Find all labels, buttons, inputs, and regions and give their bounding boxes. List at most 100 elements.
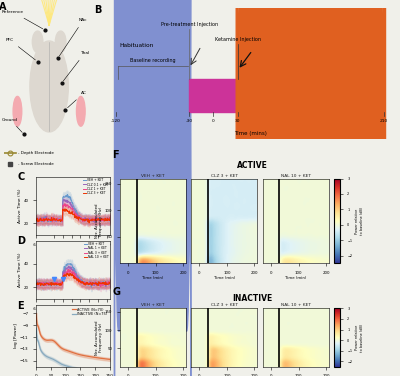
- INACTIVE (N=75): [34, 327, 38, 331]
- NAL 10 + KET: [108, 281, 112, 285]
- Text: INACTIVE: INACTIVE: [232, 294, 272, 303]
- NAL 1 + KET: [105, 280, 110, 284]
- Legend: VEH + KET, CLZ 0.1 + KET, CLZ 1 + KET, CLZ 3 + KET: VEH + KET, CLZ 0.1 + KET, CLZ 1 + KET, C…: [83, 178, 108, 195]
- CLZ 0.1 + KET: [108, 217, 112, 221]
- VEH + KET: [34, 218, 38, 222]
- NAL 10 + KET: [34, 283, 38, 287]
- CLZ 3 + KET: [47, 217, 52, 222]
- CLZ 3 + KET: [87, 221, 92, 225]
- VEH + KET: [108, 217, 112, 222]
- Line: CLZ 3 + KET: CLZ 3 + KET: [36, 209, 110, 223]
- VEH + KET: [102, 217, 107, 221]
- VEH + KET: [108, 280, 112, 285]
- Ellipse shape: [30, 41, 68, 132]
- Text: Habituation: Habituation: [119, 43, 154, 48]
- Title: NAL 10 + KET: NAL 10 + KET: [281, 303, 311, 307]
- NAL 10 + KET: [102, 281, 107, 286]
- Text: Baseline recording: Baseline recording: [130, 58, 176, 64]
- Text: Pre-treatment Injection: Pre-treatment Injection: [160, 22, 218, 27]
- NAL 3 + KET: [34, 282, 38, 287]
- NAL 1 + KET: [36, 280, 41, 285]
- NAL 3 + KET: [47, 281, 52, 286]
- ACTIVE (N=70): [34, 312, 38, 316]
- ACTIVE (N=70): [47, 338, 52, 343]
- INACTIVE (N=75): [53, 358, 58, 362]
- Y-axis label: Nrz. Accumulated
Frequency (Hz): Nrz. Accumulated Frequency (Hz): [95, 204, 104, 238]
- FancyBboxPatch shape: [236, 0, 386, 376]
- VEH + KET: [34, 282, 38, 287]
- Text: D: D: [18, 236, 26, 246]
- Title: VEH + KET: VEH + KET: [141, 173, 165, 177]
- Line: CLZ 1 + KET: CLZ 1 + KET: [36, 204, 110, 222]
- Text: C: C: [18, 172, 25, 182]
- VEH + KET: [102, 282, 107, 287]
- Text: - Screw Electrode: - Screw Electrode: [18, 162, 54, 166]
- X-axis label: Time (min): Time (min): [61, 312, 85, 316]
- NAL 10 + KET: [64, 271, 69, 276]
- Text: Ground: Ground: [2, 118, 22, 132]
- Line: INACTIVE (N=75): INACTIVE (N=75): [36, 329, 110, 374]
- FancyBboxPatch shape: [114, 0, 191, 376]
- Text: E: E: [18, 302, 24, 311]
- VEH + KET: [36, 217, 41, 221]
- CLZ 1 + KET: [54, 217, 58, 221]
- Y-axis label: Active Time (%): Active Time (%): [18, 253, 22, 287]
- VEH + KET: [48, 218, 52, 223]
- NAL 1 + KET: [108, 280, 112, 285]
- VEH + KET: [47, 283, 52, 287]
- Legend: ACTIVE (N=70), INACTIVE (N=75): ACTIVE (N=70), INACTIVE (N=75): [70, 306, 108, 318]
- CLZ 1 + KET: [105, 217, 110, 221]
- CLZ 3 + KET: [36, 219, 41, 224]
- Line: VEH + KET: VEH + KET: [36, 194, 110, 222]
- X-axis label: Time (min): Time (min): [142, 276, 164, 280]
- Y-axis label: Power relative
to baseline (dB): Power relative to baseline (dB): [355, 207, 364, 235]
- CLZ 0.1 + KET: [102, 217, 107, 222]
- CLZ 1 + KET: [34, 216, 38, 221]
- CLZ 0.1 + KET: [53, 217, 58, 222]
- NAL 1 + KET: [34, 284, 38, 288]
- NAL 10 + KET: [38, 283, 43, 287]
- NAL 3 + KET: [108, 282, 112, 286]
- VEH + KET: [36, 280, 41, 284]
- Line: NAL 10 + KET: NAL 10 + KET: [36, 273, 110, 286]
- CLZ 3 + KET: [38, 216, 43, 220]
- Text: A: A: [0, 2, 7, 12]
- Text: - Depth Electrode: - Depth Electrode: [18, 151, 54, 155]
- Y-axis label: log [Power]: log [Power]: [14, 323, 18, 348]
- NAL 1 + KET: [47, 282, 52, 286]
- Text: 0: 0: [212, 120, 215, 123]
- NAL 10 + KET: [105, 282, 110, 287]
- CLZ 3 + KET: [53, 218, 58, 222]
- VEH + KET: [38, 217, 43, 222]
- Text: NAc: NAc: [59, 18, 87, 56]
- VEH + KET: [89, 285, 94, 290]
- NAL 10 + KET: [48, 281, 52, 285]
- NAL 10 + KET: [36, 282, 41, 286]
- CLZ 1 + KET: [63, 202, 68, 206]
- Bar: [189, 79, 238, 112]
- Text: -30: -30: [186, 120, 193, 123]
- CLZ 3 + KET: [62, 207, 67, 211]
- Ellipse shape: [76, 96, 85, 126]
- Y-axis label: Active Time (%): Active Time (%): [18, 189, 22, 223]
- Title: VEH + KET: VEH + KET: [141, 303, 165, 307]
- INACTIVE (N=75): [77, 367, 82, 372]
- NAL 1 + KET: [102, 281, 106, 285]
- CLZ 0.1 + KET: [38, 218, 43, 223]
- CLZ 0.1 + KET: [105, 217, 110, 221]
- CLZ 0.1 + KET: [36, 216, 41, 221]
- INACTIVE (N=75): [108, 372, 112, 376]
- CLZ 1 + KET: [38, 218, 43, 222]
- NAL 1 + KET: [38, 280, 43, 285]
- VEH + KET: [105, 282, 110, 286]
- Line: NAL 3 + KET: NAL 3 + KET: [36, 270, 110, 287]
- Text: B: B: [94, 5, 101, 15]
- NAL 1 + KET: [53, 280, 58, 285]
- NAL 3 + KET: [66, 267, 70, 272]
- ACTIVE (N=70): [67, 349, 72, 354]
- CLZ 0.1 + KET: [92, 220, 97, 225]
- Line: ACTIVE (N=70): ACTIVE (N=70): [36, 314, 110, 359]
- NAL 10 + KET: [38, 284, 43, 288]
- INACTIVE (N=75): [67, 365, 72, 369]
- ACTIVE (N=70): [53, 340, 58, 344]
